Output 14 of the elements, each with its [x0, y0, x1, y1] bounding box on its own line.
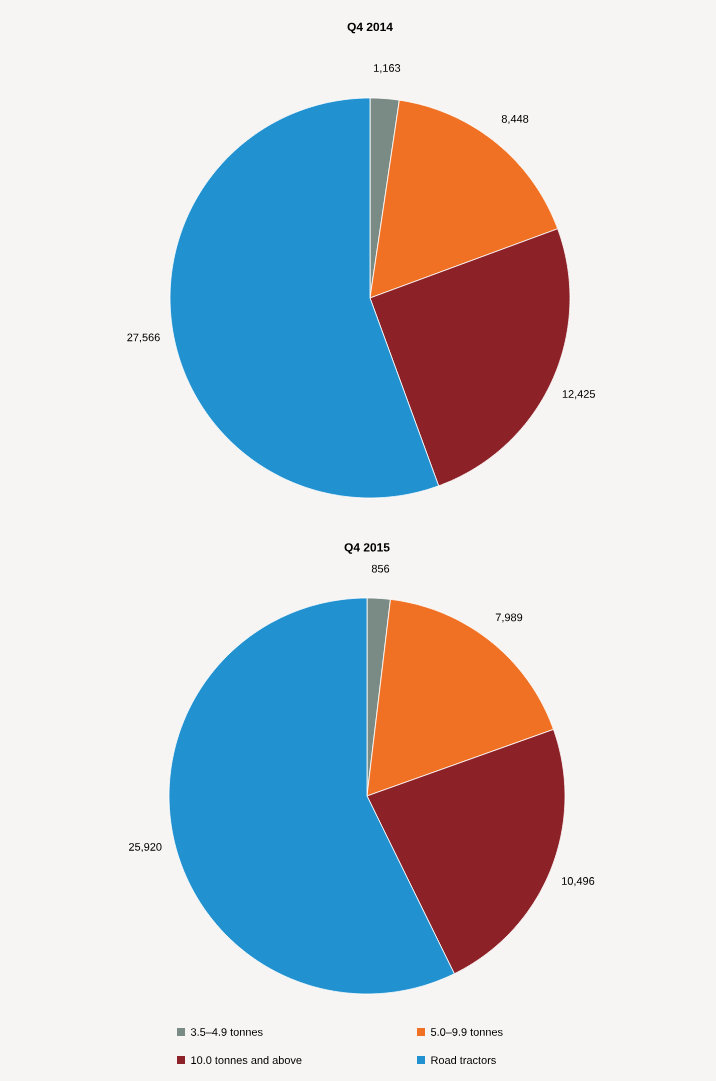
legend-label: 3.5–4.9 tonnes [190, 1028, 263, 1036]
legend-label: 5.0–9.9 tonnes [430, 1028, 503, 1036]
data-label: 8,448 [501, 114, 529, 125]
data-label: 10,496 [562, 877, 595, 887]
data-label: 12,425 [562, 390, 596, 400]
data-label: 25,920 [129, 843, 162, 853]
legend-label: Road tractors [431, 1055, 496, 1065]
data-label: 1,163 [374, 64, 401, 74]
data-label: 856 [371, 564, 390, 573]
data-label: 7,989 [495, 613, 523, 623]
legend-label: 10.0 tonnes and above [191, 1055, 302, 1065]
chart-title: Q4 2015 [344, 543, 390, 554]
chart-title: Q4 2014 [347, 22, 393, 34]
data-label: 27,566 [127, 333, 160, 343]
